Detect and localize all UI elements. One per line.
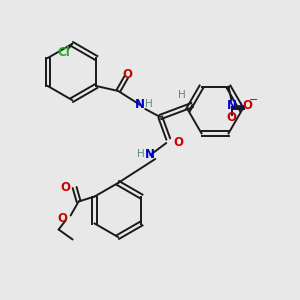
Text: O: O — [61, 181, 70, 194]
Text: O: O — [122, 68, 132, 80]
Text: O: O — [226, 111, 236, 124]
Text: O: O — [58, 212, 68, 225]
Text: O: O — [173, 136, 183, 149]
Text: H: H — [137, 149, 145, 159]
Text: H: H — [178, 90, 186, 100]
Text: N: N — [135, 98, 145, 112]
Text: −: − — [249, 94, 258, 105]
Text: O: O — [242, 99, 253, 112]
Text: Cl: Cl — [58, 46, 70, 59]
Text: N: N — [226, 99, 236, 112]
Text: H: H — [146, 99, 153, 109]
Text: N: N — [145, 148, 155, 161]
Text: +: + — [236, 100, 244, 111]
